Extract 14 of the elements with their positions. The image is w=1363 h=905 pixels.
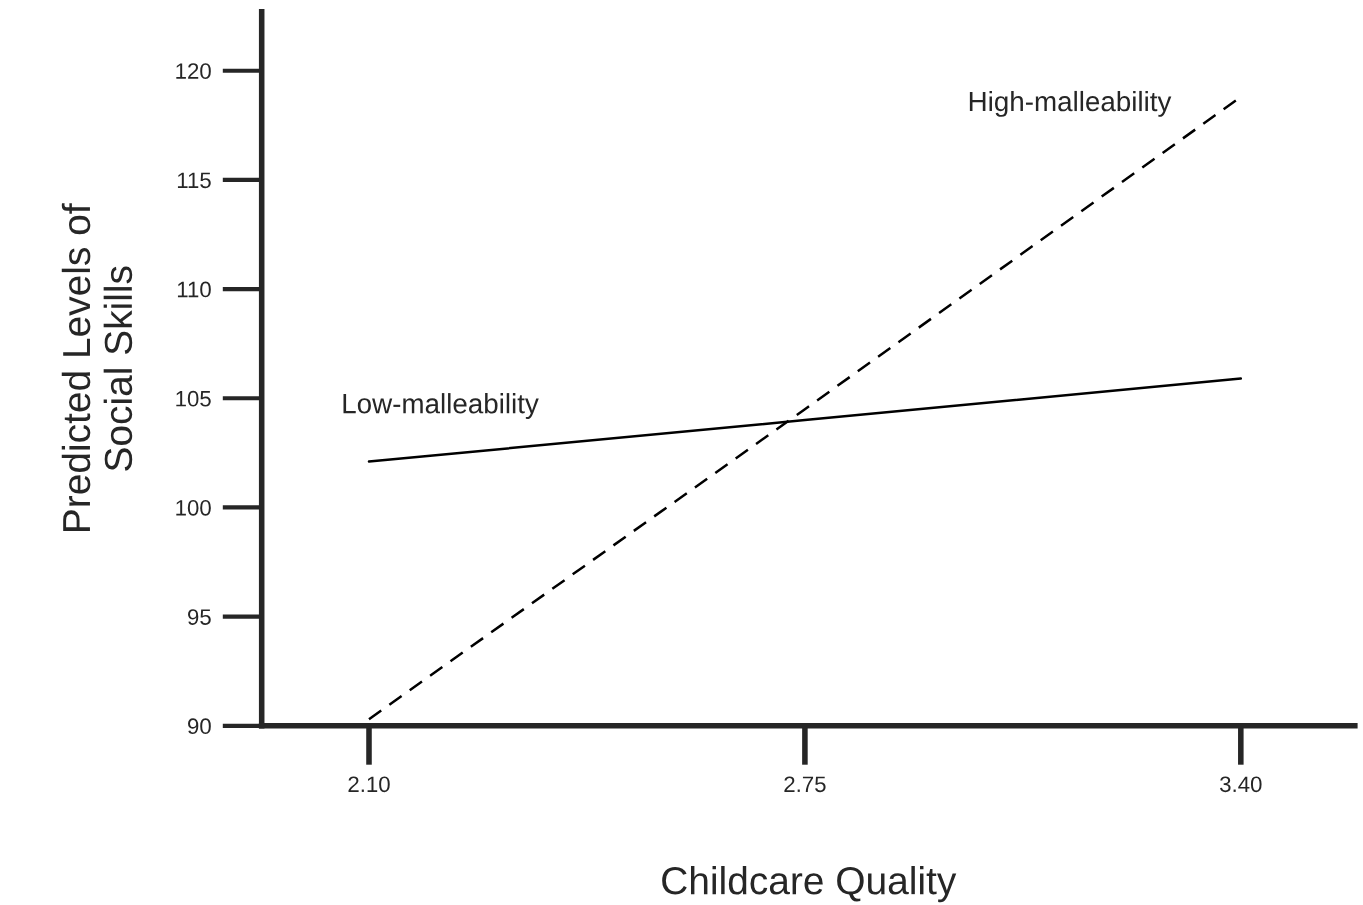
y-axis-title: Predicted Levels of Social Skills	[61, 203, 133, 531]
x-tick-label: 2.10	[348, 776, 390, 793]
y-tick-label: 100	[176, 499, 211, 516]
y-tick-label: 95	[188, 609, 211, 625]
x-tick-label: 2.75	[784, 776, 826, 793]
y-tick-label: 115	[177, 172, 211, 189]
series-label: Low-malleability	[343, 393, 539, 419]
y-tick-label: 110	[177, 281, 211, 298]
x-tick-label: 3.40	[1220, 776, 1262, 793]
y-tick-label: 120	[176, 63, 211, 79]
x-axis-title: Childcare Quality	[662, 865, 957, 903]
y-tick-label: 105	[176, 390, 211, 407]
series-label: High-malleability	[969, 90, 1172, 117]
y-tick-label: 90	[188, 718, 211, 735]
